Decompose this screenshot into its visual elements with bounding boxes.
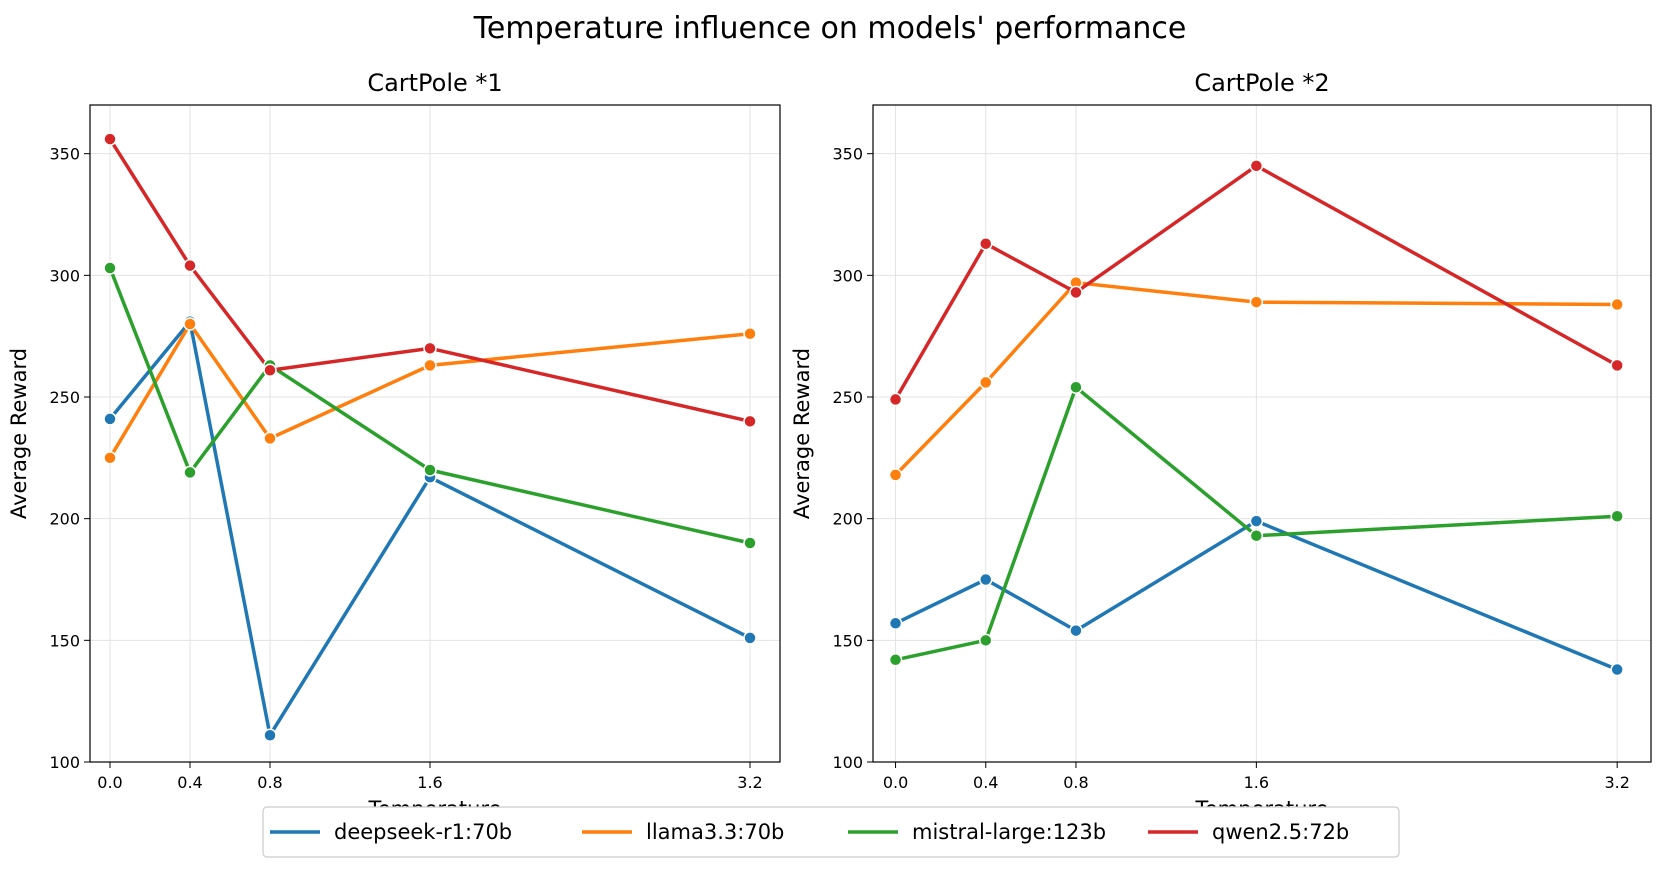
y-tick-label: 150	[49, 631, 80, 650]
data-point	[183, 317, 197, 331]
data-point	[423, 358, 437, 373]
y-tick-label: 200	[832, 510, 863, 529]
legend-label: qwen2.5:72b	[1212, 820, 1349, 844]
x-tick-label: 3.2	[1604, 773, 1629, 792]
data-point	[1610, 297, 1624, 312]
data-point	[743, 536, 757, 550]
y-tick-label: 100	[832, 753, 863, 772]
x-tick-label: 0.0	[883, 773, 908, 792]
panel-title: CartPole *2	[1194, 69, 1329, 97]
data-point	[888, 653, 903, 667]
x-tick-label: 0.8	[257, 773, 282, 792]
y-tick-label: 300	[832, 266, 863, 285]
data-point	[743, 414, 757, 429]
data-point	[888, 392, 903, 407]
data-point	[183, 465, 197, 480]
panel-title: CartPole *1	[367, 69, 502, 97]
x-tick-label: 0.0	[97, 773, 122, 792]
x-tick-label: 0.4	[177, 773, 202, 792]
data-point	[743, 631, 757, 645]
y-tick-label: 150	[832, 631, 863, 650]
data-point	[1610, 509, 1624, 523]
x-tick-label: 0.8	[1063, 773, 1088, 792]
chart-panel-1: 0.0 0.4 0.8 1.6 3.2 100 150 200 250 300 350 CartPol…	[7, 69, 781, 821]
data-point	[103, 132, 117, 146]
data-point	[1249, 295, 1264, 309]
y-tick-label: 250	[832, 388, 863, 407]
x-tick-label: 0.4	[973, 773, 998, 792]
data-point	[1069, 623, 1083, 638]
data-point	[103, 412, 117, 426]
data-point	[1249, 159, 1264, 173]
data-point	[1610, 662, 1624, 677]
x-tick-label: 3.2	[737, 773, 762, 792]
data-point	[979, 375, 993, 390]
x-tick-label: 1.6	[1244, 773, 1269, 792]
data-point	[979, 572, 993, 587]
data-point	[1249, 514, 1264, 528]
data-point	[263, 728, 277, 742]
y-axis-label: Average Reward	[790, 348, 814, 519]
y-axis-label: Average Reward	[7, 348, 31, 519]
data-point	[888, 468, 903, 482]
data-point	[183, 258, 197, 273]
data-point	[263, 431, 277, 446]
legend-label: mistral-large:123b	[912, 820, 1106, 844]
data-point	[979, 236, 993, 251]
legend-label: llama3.3:70b	[646, 820, 784, 844]
data-point	[888, 616, 903, 631]
legend-box	[262, 806, 1400, 858]
data-point	[263, 363, 277, 377]
data-point	[1069, 285, 1083, 300]
data-point	[1249, 528, 1264, 543]
data-point	[1069, 380, 1083, 395]
data-point	[1610, 358, 1624, 373]
plot-frame	[89, 104, 781, 763]
data-point	[423, 341, 437, 356]
data-point	[423, 463, 437, 477]
y-tick-label: 200	[49, 510, 80, 529]
data-point	[103, 261, 117, 275]
data-point	[743, 326, 757, 341]
x-tick-label: 1.6	[417, 773, 442, 792]
y-tick-label: 350	[49, 145, 80, 164]
y-tick-label: 100	[49, 753, 80, 772]
plot-frame	[872, 104, 1652, 763]
figure-title: Temperature influence on models' perform…	[473, 11, 1187, 46]
legend: deepseek-r1:70b llama3.3:70b mistral-large…	[262, 806, 1400, 858]
y-tick-label: 250	[49, 388, 80, 407]
data-point	[103, 451, 117, 465]
data-point	[979, 633, 993, 648]
y-tick-label: 300	[49, 266, 80, 285]
legend-label: deepseek-r1:70b	[334, 820, 512, 844]
chart-panel-2: 0.0 0.4 0.8 1.6 3.2 100 150 200 250 300 350 CartPol…	[790, 69, 1652, 821]
y-tick-label: 350	[832, 145, 863, 164]
